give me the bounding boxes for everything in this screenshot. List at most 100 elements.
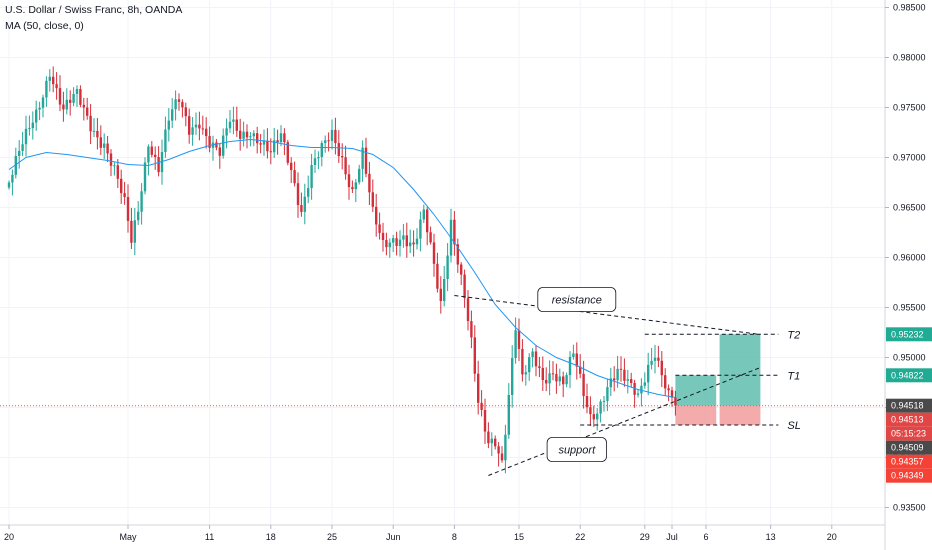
candle-body	[657, 357, 660, 361]
candle-body	[14, 155, 17, 175]
candle-body	[140, 191, 143, 212]
candle-body	[395, 238, 398, 246]
candle-body	[35, 109, 38, 123]
candle-body	[443, 278, 446, 301]
candle-body	[381, 232, 385, 241]
candle-body	[327, 140, 330, 142]
candle-body	[150, 146, 153, 155]
candle-body	[504, 434, 507, 461]
candle-body	[269, 151, 272, 153]
candle-body	[616, 368, 619, 381]
candle-body	[38, 107, 41, 110]
price-tick-label: 0.93500	[893, 503, 926, 513]
price-badge	[886, 368, 932, 383]
time-tick-label: 11	[205, 532, 214, 542]
candle-body	[28, 128, 31, 130]
price-badge	[886, 398, 932, 413]
resistance-line	[454, 295, 761, 335]
candle-body	[568, 356, 572, 376]
time-axis[interactable]: 20 May 11 18 25 Jun 8 15 22 29 Jul 6 13 20	[0, 524, 885, 542]
candle-body	[589, 407, 592, 415]
symbol-title[interactable]: U.S. Dollar / Swiss Franc, 8h, OANDA	[5, 4, 183, 16]
price-badge	[886, 426, 932, 441]
candle-body	[242, 131, 245, 139]
candle-body	[545, 380, 548, 384]
candle-body	[497, 446, 500, 454]
candle-body	[313, 158, 317, 165]
time-tick-label: 18	[266, 532, 276, 542]
candle-body	[201, 128, 204, 130]
support-label: support	[558, 445, 596, 457]
candle-body	[415, 238, 419, 245]
candle-body	[477, 373, 480, 403]
candle-body	[460, 264, 463, 275]
candle-body	[582, 373, 585, 397]
candle-body	[11, 174, 14, 183]
ma-line	[8, 138, 676, 398]
candle-body	[232, 119, 235, 122]
indicator-legend[interactable]: MA (50, close, 0)	[5, 20, 84, 32]
time-tick-label: 6	[703, 532, 708, 542]
candle-body	[184, 107, 187, 117]
candle-body	[279, 133, 283, 143]
candle-body	[500, 453, 504, 461]
candle-body	[21, 144, 24, 151]
time-tick-label: 8	[452, 532, 457, 542]
price-badge	[886, 440, 932, 455]
candle-body	[453, 219, 456, 245]
candle-body	[133, 220, 136, 243]
candle-body	[446, 255, 449, 279]
candle-body	[653, 357, 657, 361]
candle-body	[412, 242, 415, 245]
candle-body	[596, 413, 599, 420]
level-label-t1: T1	[787, 370, 800, 382]
candle-body	[222, 135, 225, 156]
candle-body	[205, 128, 208, 137]
stop-zone	[719, 405, 761, 425]
time-tick-label: 20	[827, 532, 837, 542]
price-badge	[886, 468, 932, 483]
candle-body	[555, 374, 558, 382]
candle-body	[130, 220, 133, 243]
candle-body	[215, 142, 218, 148]
price-tick-label: 0.96500	[893, 203, 926, 213]
candle-body	[266, 140, 269, 152]
candle-body	[154, 154, 157, 157]
candle-body	[249, 136, 252, 138]
candle-body	[483, 409, 487, 432]
candle-body	[602, 400, 606, 402]
candle-body	[120, 178, 123, 194]
candle-body	[69, 99, 72, 103]
candle-body	[640, 385, 643, 394]
candle-body	[650, 360, 653, 365]
candle-body	[194, 124, 198, 128]
price-badge	[886, 412, 932, 427]
price-labels: 0.95232 0.94822 0.94518 0.94513 05:15:23 0.94…	[886, 327, 932, 483]
time-tick-label: 25	[327, 532, 337, 542]
candle-body	[273, 140, 276, 153]
candle-body	[62, 104, 65, 110]
candle-body	[388, 242, 391, 248]
candle-body	[511, 358, 514, 396]
time-tick-label: 22	[575, 532, 585, 542]
candle-body	[470, 321, 473, 338]
candle-body	[480, 402, 483, 410]
candle-body	[368, 173, 371, 193]
candle-body	[320, 143, 323, 158]
candle-body	[86, 107, 89, 116]
candle-body	[239, 130, 242, 139]
candle-body	[592, 414, 595, 420]
candle-body	[164, 129, 167, 152]
candle-body	[106, 143, 109, 154]
candle-body	[565, 375, 568, 385]
candle-body	[245, 131, 249, 138]
time-tick-label: 20	[4, 532, 14, 542]
price-tick-label: 0.97500	[893, 103, 926, 113]
candle-body	[7, 182, 11, 188]
candlestick-series	[7, 66, 677, 474]
candle-body	[137, 211, 140, 221]
candle-body	[24, 128, 28, 145]
candle-body	[398, 239, 402, 246]
annotations: resistance support	[537, 287, 617, 462]
